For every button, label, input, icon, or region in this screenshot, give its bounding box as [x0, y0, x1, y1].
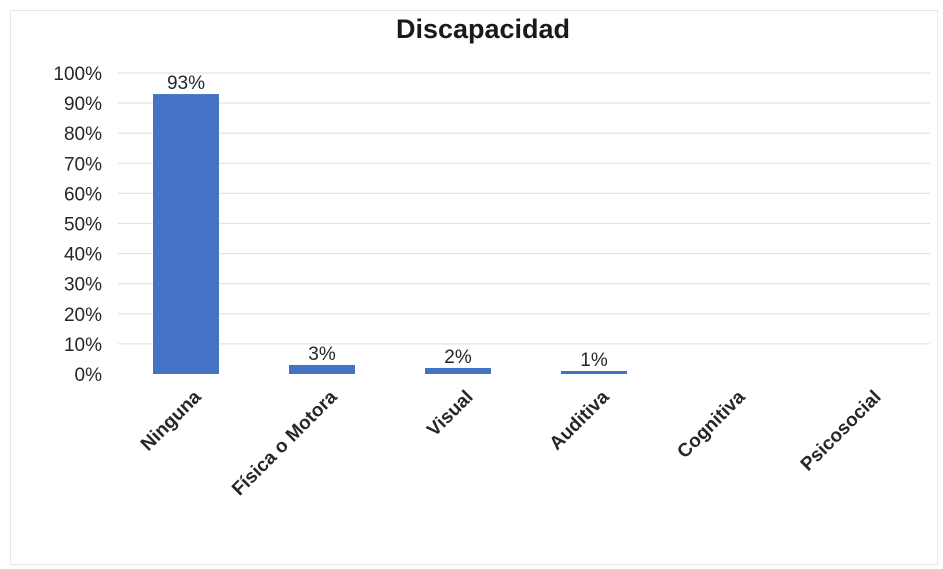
x-tick-label: Psicosocial — [797, 387, 886, 476]
y-tick-label: 90% — [64, 94, 102, 115]
y-tick-label: 70% — [64, 154, 102, 175]
x-tick-label: Auditiva — [546, 386, 614, 454]
y-tick-label: 0% — [75, 365, 103, 386]
y-tick-label: 20% — [64, 305, 102, 326]
x-tick-label: Visual — [423, 387, 477, 441]
data-label: 3% — [308, 344, 336, 365]
y-tick-label: 10% — [64, 335, 102, 356]
data-label: 2% — [444, 347, 472, 368]
gridlines — [118, 72, 930, 345]
x-tick-label: Física o Motora — [228, 386, 342, 500]
y-tick-label: 40% — [64, 245, 102, 266]
y-tick-label: 80% — [64, 124, 102, 145]
bar — [425, 367, 491, 374]
bar — [289, 364, 355, 374]
data-labels: 93% 3% 2% 1% — [167, 73, 608, 371]
y-tick-label: 50% — [64, 215, 102, 236]
y-tick-label: 30% — [64, 275, 102, 296]
chart-title: Discapacidad — [396, 14, 570, 44]
bar — [561, 370, 627, 374]
y-tick-label: 60% — [64, 184, 102, 205]
x-tick-label: Cognitiva — [673, 386, 749, 462]
x-tick-label: Ninguna — [137, 386, 206, 455]
bars — [153, 94, 627, 374]
x-axis-tick-labels: Ninguna Física o Motora Visual Auditiva Cogn… — [137, 386, 886, 500]
data-label: 1% — [580, 350, 608, 371]
data-label: 93% — [167, 73, 205, 94]
bar — [153, 94, 219, 374]
y-axis-tick-labels: 0% 10% 20% 30% 40% 50% 60% 70% 80% 90% 100% — [53, 64, 102, 386]
y-tick-label: 100% — [53, 64, 102, 85]
